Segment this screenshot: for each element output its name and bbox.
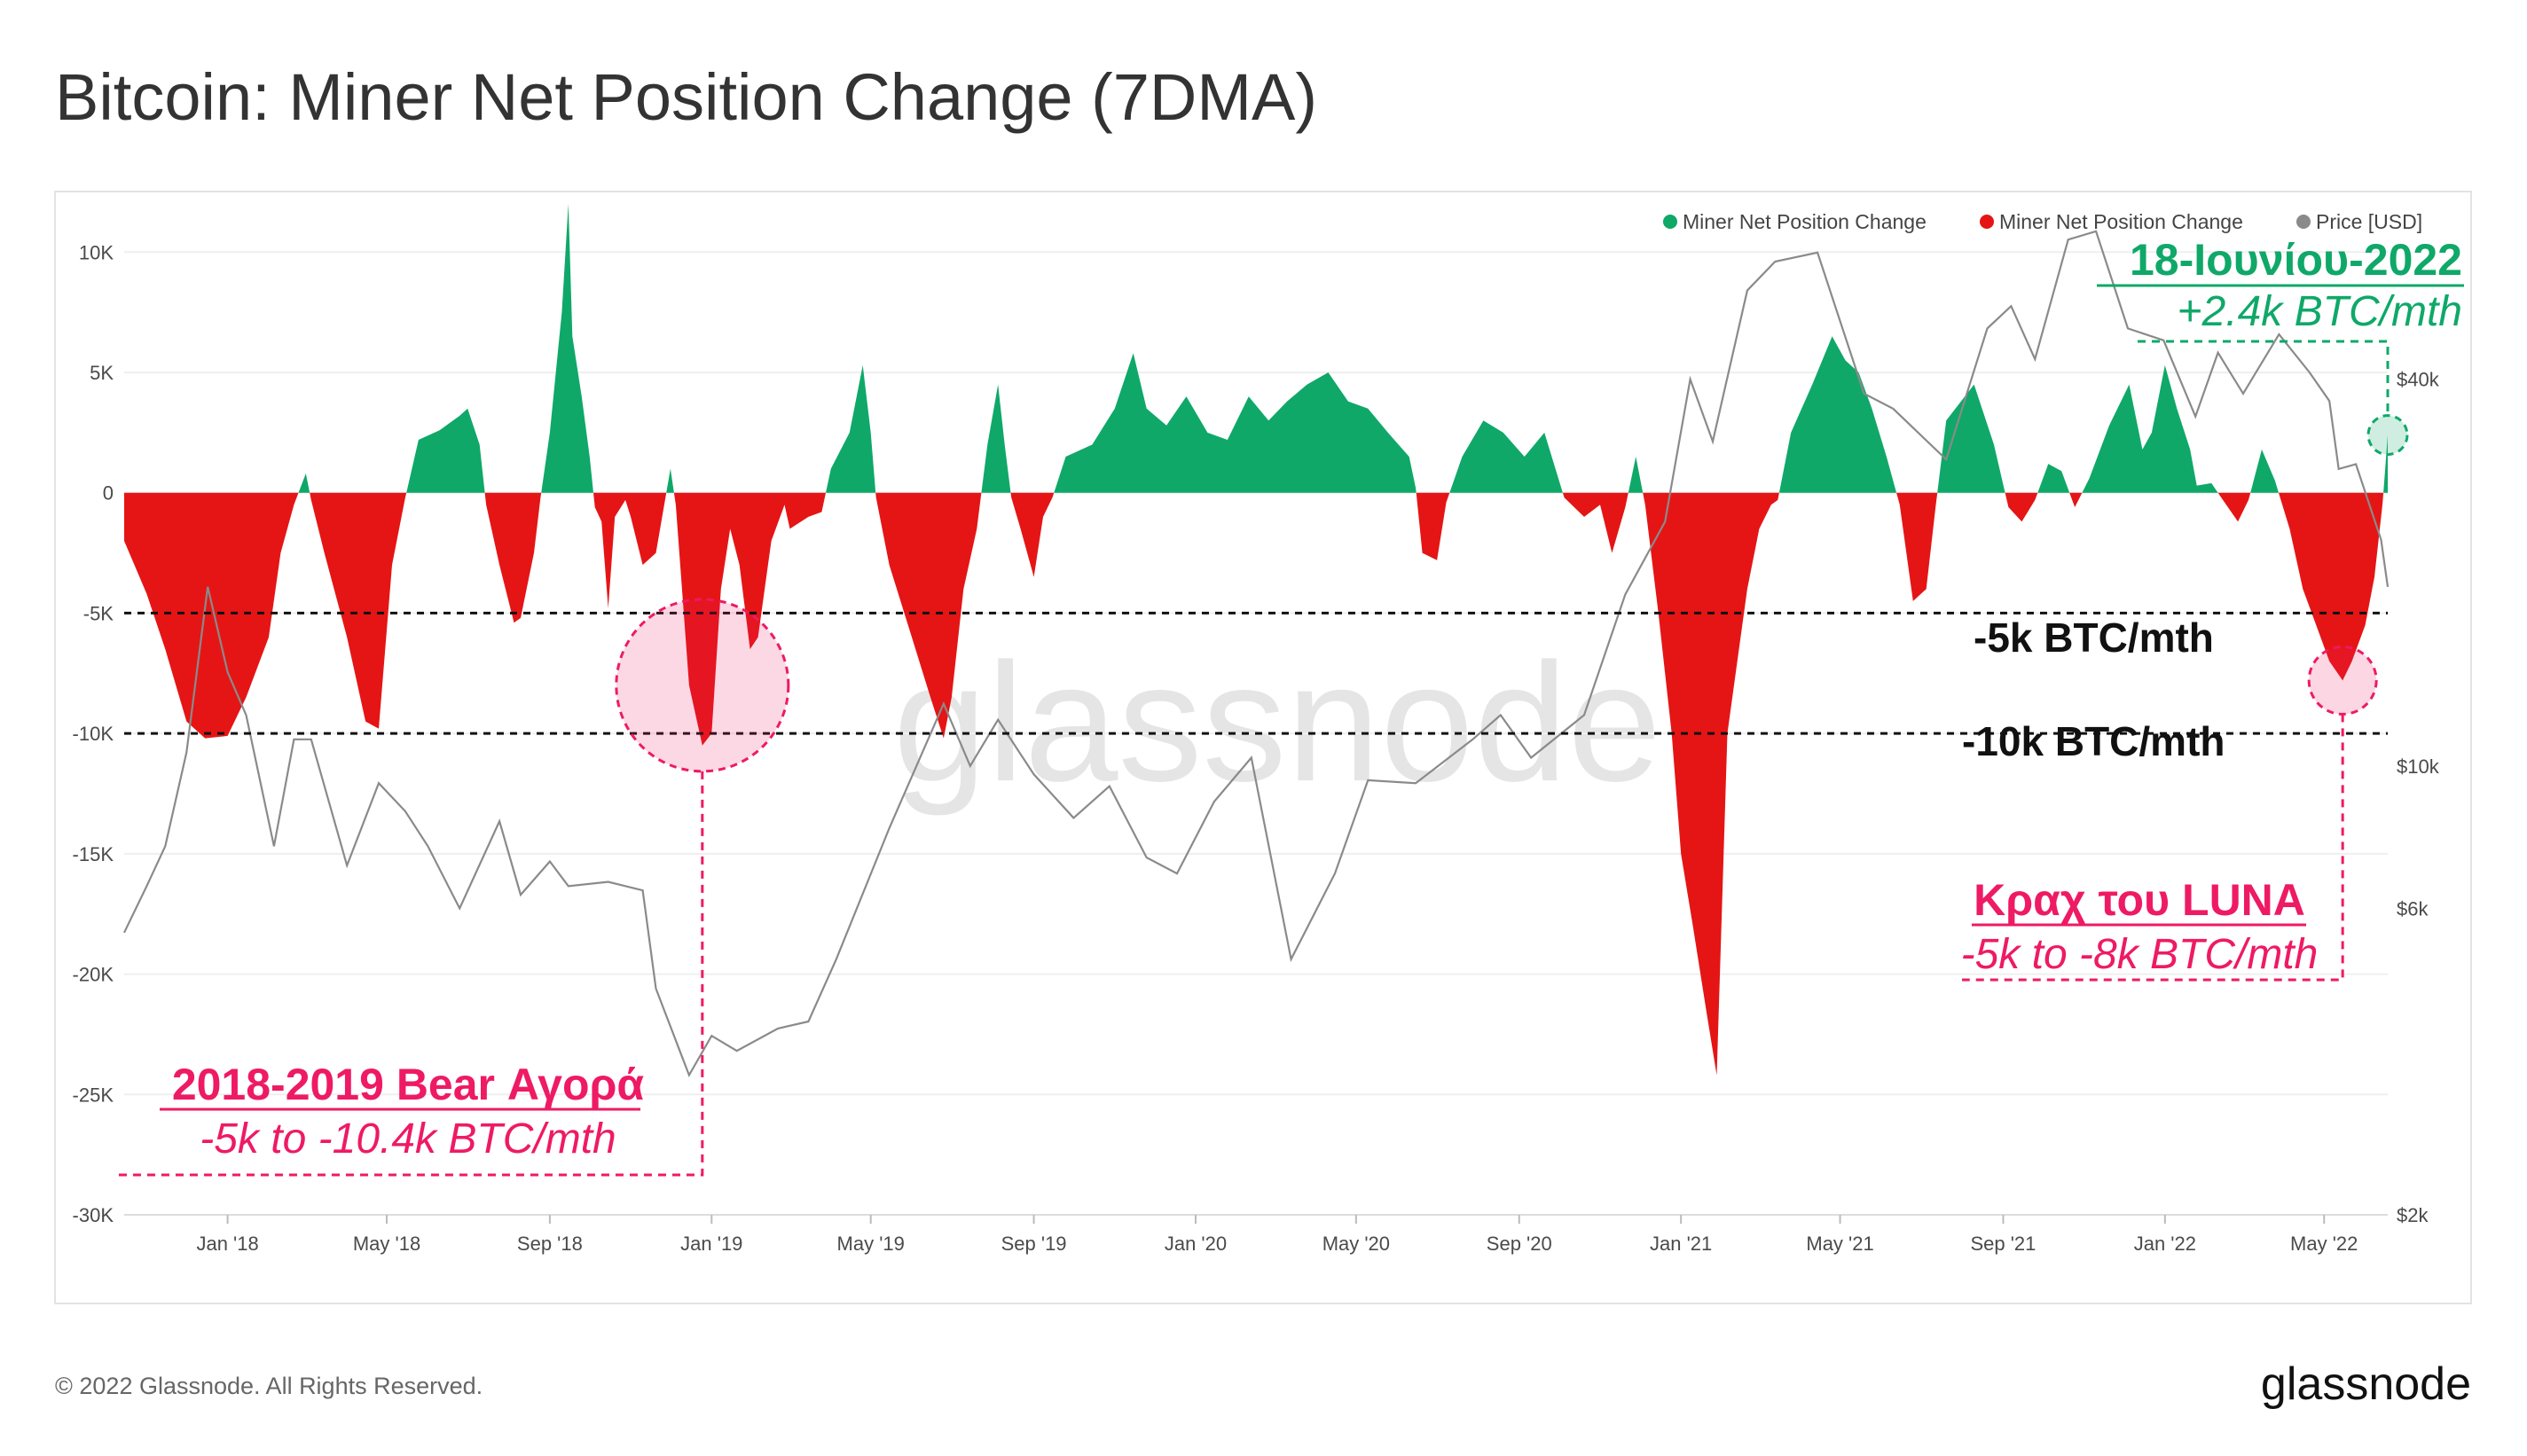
annotation-date: 18-Ιουνίου-2022 xyxy=(2130,235,2462,285)
x-tick-label: May '21 xyxy=(1806,1233,1873,1255)
annotation-circle-luna xyxy=(2307,645,2378,716)
net-position-area-negative xyxy=(310,492,407,729)
net-position-area-positive xyxy=(2037,464,2070,493)
annotation-bear-range: -5k to -10.4k BTC/mth xyxy=(200,1115,616,1162)
footer-brand-logo: glassnode xyxy=(2261,1358,2471,1410)
y-tick-label: -25K xyxy=(73,1084,114,1106)
net-position-area-negative xyxy=(2005,492,2038,522)
legend-item-green: Miner Net Position Change xyxy=(1683,210,1927,233)
y-tick-label: -15K xyxy=(73,843,114,865)
net-position-area-negative xyxy=(593,492,667,608)
net-position-area-negative xyxy=(124,492,299,739)
net-position-area-negative xyxy=(1896,492,1938,601)
net-position-area-negative xyxy=(1643,492,1779,1076)
y-tick-label: -30K xyxy=(73,1204,114,1226)
legend-item-price: Price [USD] xyxy=(2316,210,2422,233)
net-position-area-positive xyxy=(2082,364,2218,493)
net-position-area-positive xyxy=(981,384,1011,493)
watermark: glassnode xyxy=(893,629,1661,817)
legend-dot-price xyxy=(2296,215,2311,229)
annotation-june-2022: 18-Ιουνίου-2022 +2.4k BTC/mth xyxy=(2097,235,2464,457)
x-tick-label: May '22 xyxy=(2290,1233,2358,1255)
x-tick-label: Jan '20 xyxy=(1165,1233,1227,1255)
x-tick-label: May '19 xyxy=(837,1233,905,1255)
legend: Miner Net Position Change Miner Net Posi… xyxy=(1663,210,2422,233)
net-position-area-positive xyxy=(1054,353,1417,493)
net-position-area-negative xyxy=(1010,492,1055,577)
price-line xyxy=(123,230,2390,1078)
y-axis-right: $40k $10k $6k $2k xyxy=(2397,369,2440,1226)
x-tick-label: Sep '19 xyxy=(1001,1233,1067,1255)
price-tick-label: $10k xyxy=(2397,755,2440,778)
annotation-bear-market: 2018-2019 Bear Αγορά -5k to -10.4k BTC/m… xyxy=(115,598,790,1177)
x-tick-label: Sep '21 xyxy=(1970,1233,2036,1255)
net-position-area-negative xyxy=(875,492,982,739)
net-position-area-negative xyxy=(1562,492,1628,553)
annotation-leader-green xyxy=(2138,340,2390,416)
net-position-area-positive xyxy=(406,408,485,493)
net-position-area-positive xyxy=(1778,336,1897,493)
net-position-area-negative xyxy=(2069,492,2083,507)
net-position-area-positive xyxy=(1937,384,2005,493)
price-tick-label: $2k xyxy=(2397,1204,2429,1226)
x-tick-label: Jan '21 xyxy=(1650,1233,1712,1255)
annotation-peak-value: +2.4k BTC/mth xyxy=(2178,288,2462,335)
net-position-area-positive xyxy=(2383,434,2388,493)
y-tick-label: 10K xyxy=(79,241,114,263)
annotation-luna-range: -5k to -8k BTC/mth xyxy=(1961,931,2319,978)
label-minus-5k: -5k BTC/mth xyxy=(1974,614,2214,661)
position-change-areas xyxy=(124,204,2388,1076)
price-tick-label: $6k xyxy=(2397,897,2429,920)
x-tick-label: Sep '20 xyxy=(1487,1233,1552,1255)
annotation-circle-bear xyxy=(615,598,790,773)
net-position-area-negative xyxy=(1416,492,1450,560)
annotation-luna: Κραχ του LUNA -5k to -8k BTC/mth xyxy=(1961,645,2378,982)
y-axis-left: 10K 5K 0 -5K -10K -15K -20K -25K -30K xyxy=(73,241,114,1226)
annotation-luna-title: Κραχ του LUNA xyxy=(1974,875,2305,925)
net-position-area-positive xyxy=(666,468,674,493)
legend-dot-red xyxy=(1980,215,1994,229)
x-axis: Jan '18 May '18 Sep '18 Jan '19 May '19 Sep '… xyxy=(124,1214,2388,1255)
annotation-bear-title: 2018-2019 Bear Αγορά xyxy=(172,1060,645,1109)
y-tick-label: 5K xyxy=(90,362,114,384)
net-position-area-negative xyxy=(673,492,826,746)
x-tick-label: May '18 xyxy=(353,1233,420,1255)
x-tick-label: Jan '18 xyxy=(196,1233,258,1255)
net-position-area-negative xyxy=(484,492,542,623)
legend-dot-green xyxy=(1663,215,1677,229)
annotation-leader-luna xyxy=(1962,714,2344,982)
net-position-area-positive xyxy=(826,364,876,493)
net-position-area-positive xyxy=(541,204,593,493)
footer-copyright: © 2022 Glassnode. All Rights Reserved. xyxy=(55,1373,483,1399)
label-minus-10k: -10k BTC/mth xyxy=(1962,718,2225,764)
net-position-area-negative xyxy=(2279,492,2384,681)
y-tick-label: -10K xyxy=(73,723,114,745)
y-tick-label: -20K xyxy=(73,964,114,986)
annotation-circle-green xyxy=(2366,414,2409,457)
net-position-area-positive xyxy=(1449,420,1563,493)
x-tick-label: Jan '22 xyxy=(2134,1233,2196,1255)
net-position-area-positive xyxy=(2250,449,2279,493)
price-series xyxy=(123,230,2390,1078)
x-tick-label: May '20 xyxy=(1322,1233,1390,1255)
plot-frame xyxy=(54,191,2472,1304)
x-tick-label: Sep '18 xyxy=(517,1233,583,1255)
price-tick-label: $40k xyxy=(2397,369,2440,391)
page-title: Bitcoin: Miner Net Position Change (7DMA… xyxy=(55,60,1317,134)
y-tick-label: -5K xyxy=(83,602,114,624)
net-position-area-positive xyxy=(298,474,310,493)
legend-item-red: Miner Net Position Change xyxy=(1999,210,2243,233)
net-position-area-negative xyxy=(2217,492,2251,522)
y-tick-label: 0 xyxy=(103,482,114,505)
annotation-leader-bear xyxy=(115,771,704,1177)
reference-lines xyxy=(124,611,2388,735)
net-position-area-positive xyxy=(1628,457,1644,493)
x-tick-label: Jan '19 xyxy=(680,1233,742,1255)
